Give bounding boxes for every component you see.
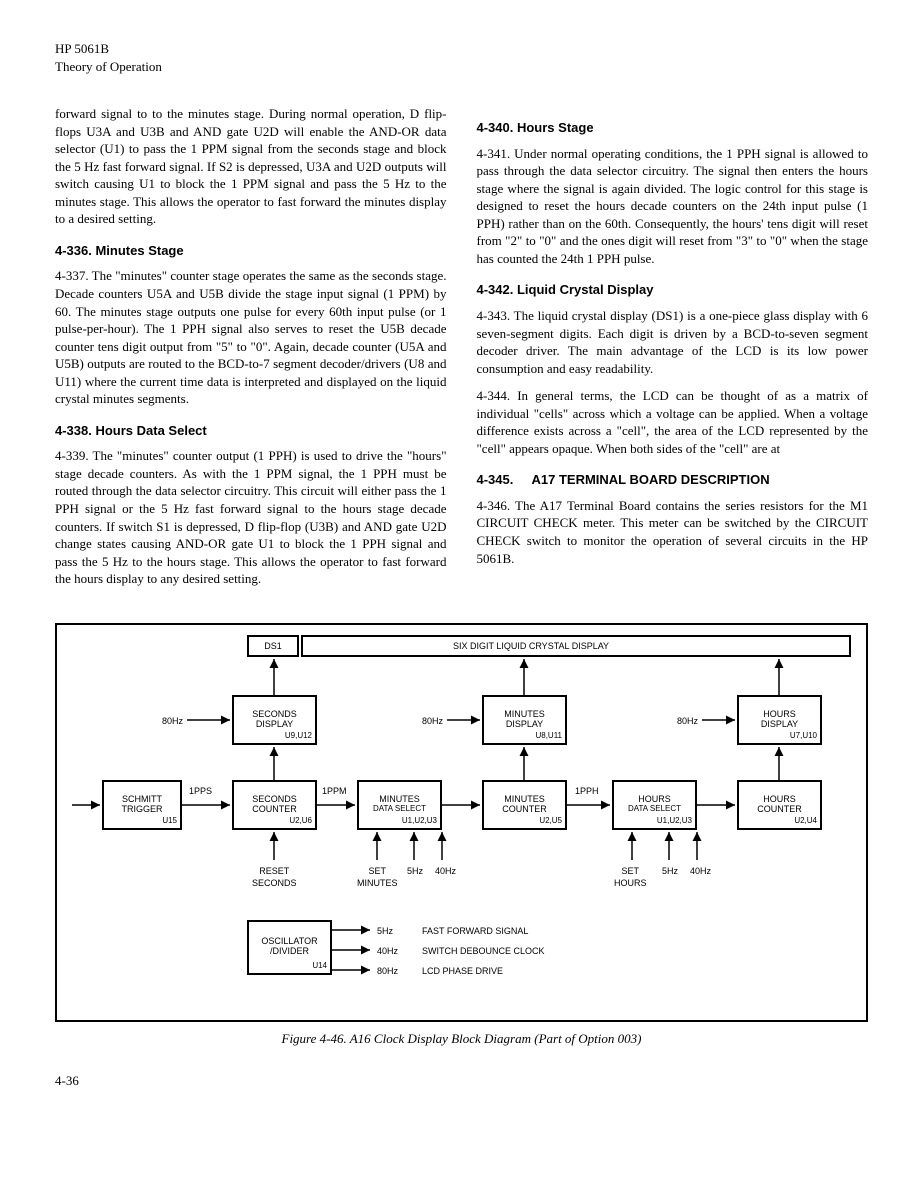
para-4-343: 4-343. The liquid crystal display (DS1) …: [477, 307, 869, 377]
figure-caption: Figure 4-46. A16 Clock Display Block Dia…: [55, 1030, 868, 1048]
column-left: forward signal to to the minutes stage. …: [55, 105, 447, 598]
heading-4-345-num: 4-345.: [477, 471, 532, 489]
header-line-2: Theory of Operation: [55, 58, 868, 76]
heading-4-342: 4-342. Liquid Crystal Display: [477, 281, 869, 299]
heading-4-338: 4-338. Hours Data Select: [55, 422, 447, 440]
page-number: 4-36: [55, 1072, 868, 1090]
para-forward-signal: forward signal to to the minutes stage. …: [55, 105, 447, 228]
block-diagram: DS1 SIX DIGIT LIQUID CRYSTAL DISPLAY SEC…: [55, 623, 868, 1022]
para-4-346: 4-346. The A17 Terminal Board contains t…: [477, 497, 869, 567]
header-line-1: HP 5061B: [55, 40, 868, 58]
heading-4-340: 4-340. Hours Stage: [477, 119, 869, 137]
heading-4-336: 4-336. Minutes Stage: [55, 242, 447, 260]
column-right: 4-340. Hours Stage 4-341. Under normal o…: [477, 105, 869, 598]
para-4-337: 4-337. The "minutes" counter stage opera…: [55, 267, 447, 407]
heading-4-345: 4-345. A17 TERMINAL BOARD DESCRIPTION: [477, 471, 869, 489]
page-header: HP 5061B Theory of Operation: [55, 40, 868, 75]
two-column-body: forward signal to to the minutes stage. …: [55, 105, 868, 598]
para-4-341: 4-341. Under normal operating conditions…: [477, 145, 869, 268]
para-4-344: 4-344. In general terms, the LCD can be …: [477, 387, 869, 457]
diagram-wires: [57, 625, 866, 1020]
para-4-339: 4-339. The "minutes" counter output (1 P…: [55, 447, 447, 587]
heading-4-345-text: A17 TERMINAL BOARD DESCRIPTION: [532, 471, 770, 489]
